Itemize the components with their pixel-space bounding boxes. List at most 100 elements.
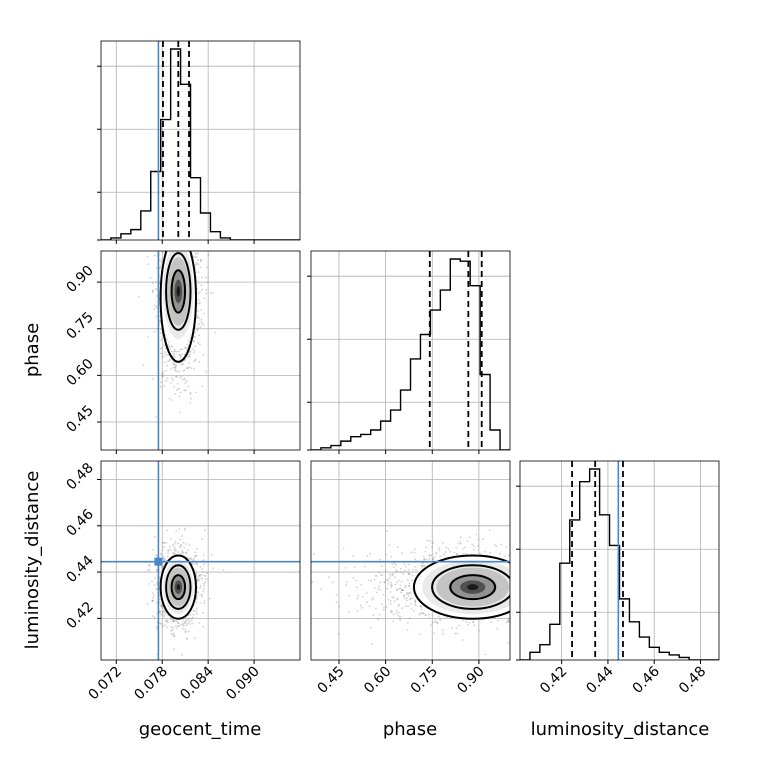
scatter-point xyxy=(506,620,509,622)
scatter-point xyxy=(328,576,330,578)
scatter-point xyxy=(202,354,205,356)
scatter-point xyxy=(193,340,196,342)
scatter-point xyxy=(458,624,461,627)
scatter-point xyxy=(477,629,480,632)
scatter-point xyxy=(183,622,186,625)
scatter-point xyxy=(433,556,436,558)
scatter-point xyxy=(378,613,381,616)
scatter-point xyxy=(410,603,412,605)
scatter-point xyxy=(191,616,194,619)
scatter-point xyxy=(156,568,158,571)
scatter-point xyxy=(406,593,408,595)
scatter-point xyxy=(372,597,375,599)
scatter-point xyxy=(176,382,179,385)
scatter-point xyxy=(396,598,398,600)
scatter-point xyxy=(423,558,425,561)
scatter-point xyxy=(439,619,441,622)
scatter-point xyxy=(175,549,177,552)
scatter-point xyxy=(174,541,177,543)
histogram-phase xyxy=(311,258,510,450)
scatter-point xyxy=(387,598,390,601)
scatter-point xyxy=(449,550,452,553)
panel-geocent_time-geocent_time xyxy=(97,40,301,244)
scatter-point xyxy=(421,564,424,567)
scatter-point xyxy=(424,614,427,617)
scatter-point xyxy=(189,393,192,395)
scatter-point xyxy=(173,542,176,545)
scatter-point xyxy=(435,621,438,623)
scatter-point xyxy=(396,589,398,592)
scatter-point xyxy=(189,353,191,356)
scatter-point xyxy=(156,266,158,269)
scatter-point xyxy=(205,276,207,279)
scatter-point xyxy=(359,604,362,607)
scatter-point xyxy=(158,610,161,613)
scatter-point xyxy=(196,327,199,329)
scatter-point xyxy=(202,570,205,573)
scatter-point xyxy=(183,378,186,381)
scatter-point xyxy=(421,612,424,615)
scatter-point xyxy=(198,302,201,305)
scatter-point xyxy=(166,620,169,623)
scatter-point xyxy=(185,619,188,621)
scatter-point xyxy=(424,550,427,553)
scatter-point xyxy=(187,355,190,358)
scatter-point xyxy=(146,602,149,605)
scatter-point xyxy=(197,317,199,319)
scatter-point xyxy=(148,568,151,571)
scatter-point xyxy=(186,622,189,625)
scatter-point xyxy=(198,300,201,302)
scatter-point xyxy=(160,605,162,608)
scatter-point xyxy=(432,621,434,624)
scatter-point xyxy=(163,355,165,358)
scatter-point xyxy=(428,558,431,560)
scatter-point xyxy=(164,353,167,356)
scatter-point xyxy=(390,584,392,587)
scatter-point xyxy=(187,618,190,621)
scatter-point xyxy=(172,362,175,365)
scatter-point xyxy=(197,309,200,312)
scatter-point xyxy=(193,349,196,352)
scatter-point xyxy=(207,276,210,279)
scatter-point xyxy=(178,528,181,531)
scatter-point xyxy=(396,609,398,612)
scatter-point xyxy=(162,555,165,558)
scatter-point xyxy=(162,557,165,559)
scatter-point xyxy=(447,548,450,551)
scatter-point xyxy=(192,340,195,343)
scatter-point xyxy=(396,581,398,584)
scatter-point xyxy=(195,263,198,265)
scatter-point xyxy=(507,617,510,620)
scatter-point xyxy=(199,594,202,596)
scatter-point xyxy=(180,544,183,547)
scatter-point xyxy=(375,575,378,577)
scatter-point xyxy=(177,622,180,624)
histogram-luminosity_distance xyxy=(520,468,719,660)
scatter-point xyxy=(394,583,397,586)
scatter-point xyxy=(197,578,199,581)
scatter-point xyxy=(149,277,152,280)
scatter-point xyxy=(391,596,394,599)
scatter-point xyxy=(202,312,205,315)
scatter-point xyxy=(159,385,162,388)
scatter-point xyxy=(436,621,438,624)
scatter-point xyxy=(164,624,166,627)
scatter-point xyxy=(201,568,204,570)
scatter-point xyxy=(194,256,197,258)
scatter-point xyxy=(337,633,340,636)
scatter-point xyxy=(161,347,163,349)
scatter-point xyxy=(414,604,417,607)
scatter-point xyxy=(421,566,424,568)
scatter-point xyxy=(507,642,510,644)
scatter-point xyxy=(198,317,201,319)
scatter-point xyxy=(196,252,199,255)
scatter-point xyxy=(396,571,399,573)
scatter-point xyxy=(176,375,179,378)
scatter-point xyxy=(378,571,381,574)
scatter-point xyxy=(186,367,189,369)
scatter-point xyxy=(389,600,392,602)
scatter-point xyxy=(181,363,184,366)
scatter-point xyxy=(159,352,162,355)
scatter-point xyxy=(177,622,179,625)
scatter-point xyxy=(408,568,410,571)
